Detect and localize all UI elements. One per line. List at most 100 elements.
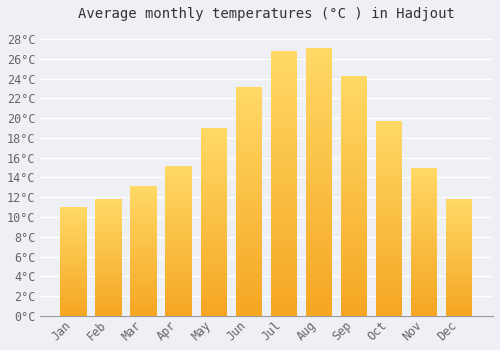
Bar: [306, 230, 332, 233]
Bar: [60, 292, 86, 293]
Bar: [236, 225, 262, 227]
Bar: [96, 292, 122, 293]
Bar: [411, 227, 438, 229]
Bar: [306, 128, 332, 131]
Bar: [341, 222, 367, 225]
Bar: [236, 234, 262, 236]
Bar: [341, 278, 367, 280]
Bar: [306, 102, 332, 104]
Bar: [446, 248, 472, 250]
Bar: [166, 229, 192, 230]
Bar: [200, 154, 227, 156]
Bar: [376, 296, 402, 299]
Bar: [60, 256, 86, 257]
Bar: [166, 176, 192, 177]
Bar: [446, 304, 472, 306]
Bar: [130, 223, 156, 224]
Bar: [270, 205, 297, 207]
Bar: [270, 210, 297, 212]
Bar: [446, 295, 472, 296]
Bar: [200, 188, 227, 190]
Bar: [166, 272, 192, 274]
Bar: [166, 248, 192, 250]
Bar: [200, 239, 227, 241]
Bar: [411, 294, 438, 295]
Bar: [446, 315, 472, 316]
Bar: [411, 215, 438, 217]
Bar: [130, 286, 156, 287]
Bar: [200, 252, 227, 254]
Bar: [96, 258, 122, 259]
Bar: [130, 229, 156, 230]
Bar: [60, 225, 86, 226]
Bar: [306, 99, 332, 101]
Bar: [270, 223, 297, 226]
Bar: [236, 101, 262, 104]
Bar: [166, 280, 192, 281]
Bar: [270, 271, 297, 274]
Bar: [96, 297, 122, 299]
Bar: [446, 303, 472, 304]
Bar: [200, 269, 227, 271]
Bar: [270, 231, 297, 234]
Bar: [236, 266, 262, 268]
Bar: [446, 297, 472, 299]
Bar: [130, 241, 156, 242]
Bar: [236, 295, 262, 298]
Bar: [376, 121, 402, 123]
Bar: [446, 245, 472, 246]
Bar: [200, 150, 227, 153]
Bar: [236, 254, 262, 257]
Bar: [411, 234, 438, 236]
Bar: [446, 261, 472, 262]
Bar: [96, 278, 122, 279]
Bar: [200, 310, 227, 312]
Bar: [236, 240, 262, 243]
Bar: [341, 107, 367, 109]
Bar: [376, 201, 402, 203]
Bar: [446, 209, 472, 210]
Bar: [166, 268, 192, 270]
Bar: [411, 169, 438, 170]
Bar: [236, 152, 262, 154]
Bar: [446, 259, 472, 260]
Bar: [236, 257, 262, 259]
Bar: [200, 299, 227, 301]
Bar: [200, 271, 227, 273]
Bar: [341, 162, 367, 164]
Bar: [341, 220, 367, 222]
Bar: [306, 302, 332, 305]
Bar: [446, 229, 472, 230]
Bar: [446, 223, 472, 224]
Bar: [306, 187, 332, 190]
Bar: [341, 258, 367, 261]
Bar: [96, 276, 122, 278]
Bar: [376, 189, 402, 191]
Bar: [411, 258, 438, 260]
Bar: [236, 298, 262, 300]
Bar: [270, 191, 297, 194]
Bar: [341, 172, 367, 174]
Bar: [411, 203, 438, 205]
Bar: [270, 175, 297, 178]
Bar: [96, 227, 122, 229]
Bar: [411, 273, 438, 274]
Bar: [200, 263, 227, 265]
Bar: [376, 290, 402, 293]
Bar: [236, 117, 262, 119]
Bar: [60, 271, 86, 272]
Bar: [270, 189, 297, 191]
Bar: [130, 190, 156, 191]
Bar: [341, 237, 367, 239]
Bar: [236, 293, 262, 295]
Bar: [446, 244, 472, 245]
Bar: [130, 239, 156, 241]
Bar: [236, 312, 262, 314]
Bar: [306, 150, 332, 152]
Bar: [60, 231, 86, 232]
Bar: [270, 276, 297, 279]
Bar: [200, 139, 227, 141]
Bar: [306, 206, 332, 209]
Bar: [376, 310, 402, 312]
Bar: [130, 281, 156, 282]
